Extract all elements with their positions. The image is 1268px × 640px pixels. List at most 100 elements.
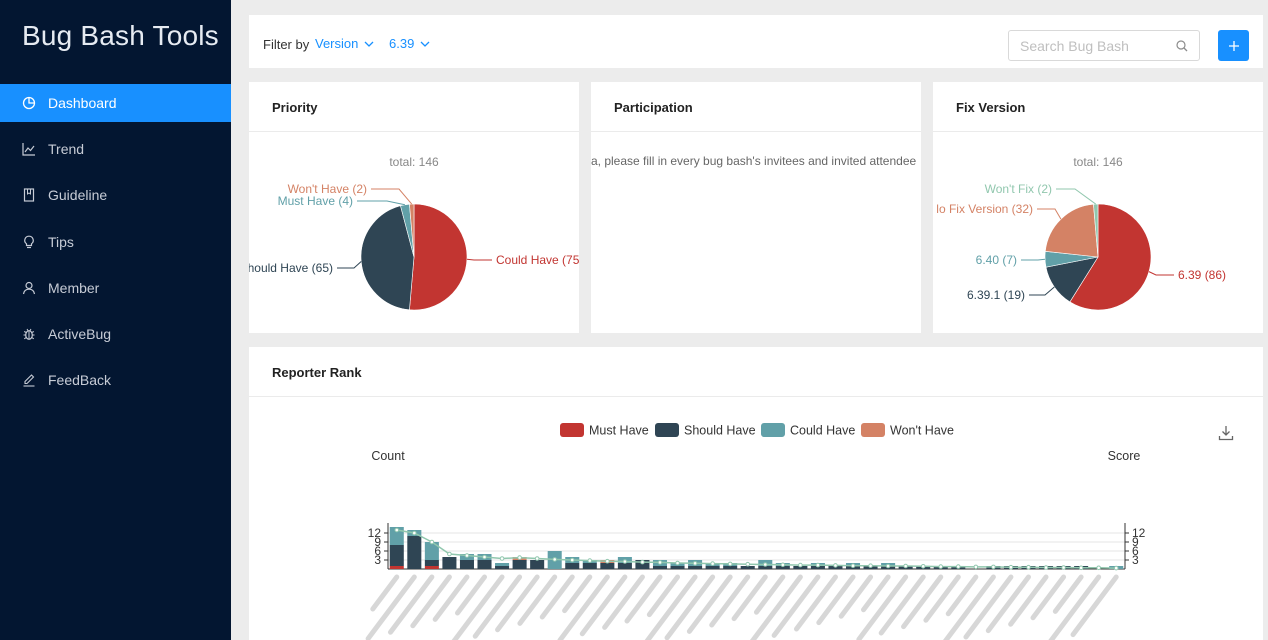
score-point[interactable] bbox=[850, 563, 856, 568]
bar-segment[interactable] bbox=[793, 566, 808, 569]
legend-label[interactable]: Must Have bbox=[589, 424, 649, 438]
score-point[interactable] bbox=[1061, 565, 1066, 570]
score-point[interactable] bbox=[412, 530, 417, 536]
score-point[interactable] bbox=[534, 556, 540, 561]
score-point[interactable] bbox=[552, 557, 558, 562]
bar-segment[interactable] bbox=[495, 566, 510, 569]
pie-slice[interactable] bbox=[409, 203, 415, 258]
pie-slice[interactable] bbox=[1069, 203, 1152, 311]
download-icon[interactable] bbox=[1218, 425, 1234, 441]
sidebar-item-trend[interactable]: Trend bbox=[0, 130, 231, 168]
search-icon[interactable] bbox=[1176, 40, 1188, 52]
score-point[interactable] bbox=[815, 562, 821, 568]
sidebar-item-member[interactable]: Member bbox=[0, 269, 231, 307]
legend-label[interactable]: Could Have bbox=[790, 424, 855, 438]
bar-segment[interactable] bbox=[424, 566, 439, 569]
sidebar-item-dashboard[interactable]: Dashboard bbox=[0, 84, 231, 122]
pie-slice[interactable] bbox=[1044, 203, 1099, 258]
score-point[interactable] bbox=[499, 556, 505, 561]
bar-segment[interactable] bbox=[810, 566, 825, 569]
score-point[interactable] bbox=[675, 560, 680, 566]
bar-segment[interactable] bbox=[442, 557, 457, 569]
sidebar-item-feedback[interactable]: FeedBack bbox=[0, 361, 231, 399]
score-point[interactable] bbox=[1043, 565, 1049, 570]
bar-segment[interactable] bbox=[635, 560, 650, 569]
score-point[interactable] bbox=[569, 557, 575, 563]
score-point[interactable] bbox=[622, 559, 628, 564]
score-point[interactable] bbox=[991, 564, 996, 570]
bar-segment[interactable] bbox=[495, 563, 510, 566]
pie-slice[interactable] bbox=[360, 205, 415, 311]
bar-segment[interactable] bbox=[424, 542, 439, 560]
legend-swatch[interactable] bbox=[560, 423, 584, 437]
bar-segment[interactable] bbox=[389, 566, 404, 569]
score-point[interactable] bbox=[920, 564, 926, 569]
score-point[interactable] bbox=[798, 562, 803, 568]
score-point[interactable] bbox=[762, 562, 768, 567]
legend-swatch[interactable] bbox=[861, 423, 885, 437]
bar-segment[interactable] bbox=[600, 563, 615, 569]
bar-segment[interactable] bbox=[705, 566, 720, 569]
legend-label[interactable]: Should Have bbox=[684, 424, 756, 438]
score-point[interactable] bbox=[605, 558, 610, 564]
bar-segment[interactable] bbox=[512, 560, 527, 569]
score-point[interactable] bbox=[780, 562, 786, 568]
bar-segment[interactable] bbox=[723, 566, 738, 569]
bar-segment[interactable] bbox=[530, 560, 545, 569]
legend-swatch[interactable] bbox=[761, 423, 785, 437]
score-point[interactable] bbox=[1096, 565, 1101, 571]
bar-segment[interactable] bbox=[477, 560, 492, 569]
field-select[interactable]: Version bbox=[315, 36, 374, 51]
score-point[interactable] bbox=[1026, 564, 1031, 570]
bar-segment[interactable] bbox=[389, 545, 404, 566]
score-point[interactable] bbox=[517, 555, 522, 560]
bar-segment[interactable] bbox=[459, 560, 474, 569]
score-point[interactable] bbox=[657, 560, 663, 565]
score-point[interactable] bbox=[587, 558, 593, 563]
divider bbox=[933, 131, 1263, 132]
score-point[interactable] bbox=[955, 564, 961, 569]
sidebar-item-activebug[interactable]: ActiveBug bbox=[0, 315, 231, 353]
bar-segment[interactable] bbox=[407, 536, 422, 569]
bar-segment[interactable] bbox=[424, 560, 439, 566]
score-point[interactable] bbox=[868, 563, 873, 568]
version-select[interactable]: 6.39 bbox=[389, 36, 430, 51]
add-button[interactable] bbox=[1218, 30, 1249, 61]
score-point[interactable] bbox=[447, 551, 452, 557]
pie-slice[interactable] bbox=[1093, 203, 1099, 258]
bar-segment[interactable] bbox=[670, 566, 685, 569]
bar-segment[interactable] bbox=[775, 566, 790, 569]
score-point[interactable] bbox=[973, 564, 979, 570]
score-point[interactable] bbox=[903, 563, 908, 569]
score-point[interactable] bbox=[938, 564, 944, 569]
sidebar-item-guideline[interactable]: Guideline bbox=[0, 176, 231, 214]
score-point[interactable] bbox=[833, 563, 838, 568]
score-point[interactable] bbox=[692, 561, 698, 566]
bar-segment[interactable] bbox=[389, 527, 404, 545]
bar-segment[interactable] bbox=[688, 566, 703, 569]
score-point[interactable] bbox=[1078, 565, 1084, 571]
search-input[interactable] bbox=[1009, 31, 1169, 60]
score-point[interactable] bbox=[482, 554, 487, 560]
score-point[interactable] bbox=[640, 559, 645, 565]
score-point[interactable] bbox=[1008, 564, 1014, 570]
bar-segment[interactable] bbox=[617, 563, 632, 569]
score-point[interactable] bbox=[885, 563, 891, 569]
score-point[interactable] bbox=[745, 561, 751, 567]
score-point[interactable] bbox=[464, 553, 470, 558]
pie-slice[interactable] bbox=[409, 203, 468, 311]
bar-segment[interactable] bbox=[758, 566, 773, 569]
legend-swatch[interactable] bbox=[655, 423, 679, 437]
score-point[interactable] bbox=[394, 527, 400, 533]
bar-segment[interactable] bbox=[740, 566, 755, 569]
score-point[interactable] bbox=[429, 539, 435, 545]
x-tick-label-blurred bbox=[749, 574, 803, 640]
bar-segment[interactable] bbox=[565, 563, 580, 569]
score-point[interactable] bbox=[1113, 565, 1119, 571]
legend-label[interactable]: Won't Have bbox=[890, 424, 954, 438]
bar-segment[interactable] bbox=[652, 566, 668, 569]
score-point[interactable] bbox=[710, 561, 715, 566]
bar-segment[interactable] bbox=[582, 563, 597, 569]
score-point[interactable] bbox=[727, 561, 733, 567]
sidebar-item-tips[interactable]: Tips bbox=[0, 223, 231, 261]
